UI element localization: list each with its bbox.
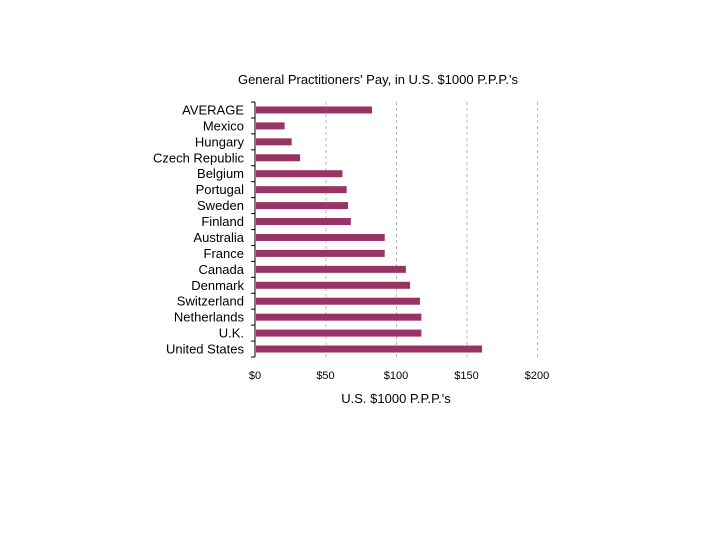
category-label-13: Netherlands [174,310,245,325]
bar-5 [256,186,347,194]
category-label-11: Denmark [191,278,244,293]
bar-6 [256,202,349,210]
bar-10 [256,265,406,273]
category-label-0: AVERAGE [182,102,244,117]
category-label-6: Sweden [197,198,244,213]
category-label-3: Czech Republic [153,150,245,165]
bar-9 [256,249,385,257]
category-label-14: U.K. [219,326,244,341]
bar-8 [256,233,385,241]
chart-title: General Practitioners' Pay, in U.S. $100… [238,72,519,87]
bar-1 [256,122,285,130]
category-label-2: Hungary [195,134,245,149]
category-label-8: Australia [193,230,244,245]
bar-2 [256,138,292,146]
x-axis-title: U.S. $1000 P.P.P.'s [341,391,451,406]
bar-0 [256,106,373,114]
category-label-15: United States [166,342,245,357]
bar-12 [256,297,420,305]
bar-7 [256,218,351,226]
category-label-9: France [204,246,244,261]
x-tick-label-4: $200 [525,370,549,382]
bars [256,106,483,353]
category-label-7: Finland [201,214,244,229]
x-tick-label-3: $150 [454,370,478,382]
bar-15 [256,345,483,353]
x-tick-label-2: $100 [384,370,408,382]
category-label-12: Switzerland [177,294,244,309]
y-axis [251,101,256,358]
category-label-10: Canada [198,262,244,277]
bar-11 [256,281,411,289]
category-label-4: Belgium [197,166,244,181]
bar-14 [256,329,422,337]
x-tick-label-0: $0 [249,370,261,382]
bar-13 [256,313,422,321]
x-tick-labels: $0 $50 $100 $150 $200 [249,370,549,382]
bar-3 [256,154,301,162]
category-label-5: Portugal [196,182,245,197]
category-label-1: Mexico [203,118,244,133]
x-tick-label-1: $50 [316,370,334,382]
bar-4 [256,170,343,178]
